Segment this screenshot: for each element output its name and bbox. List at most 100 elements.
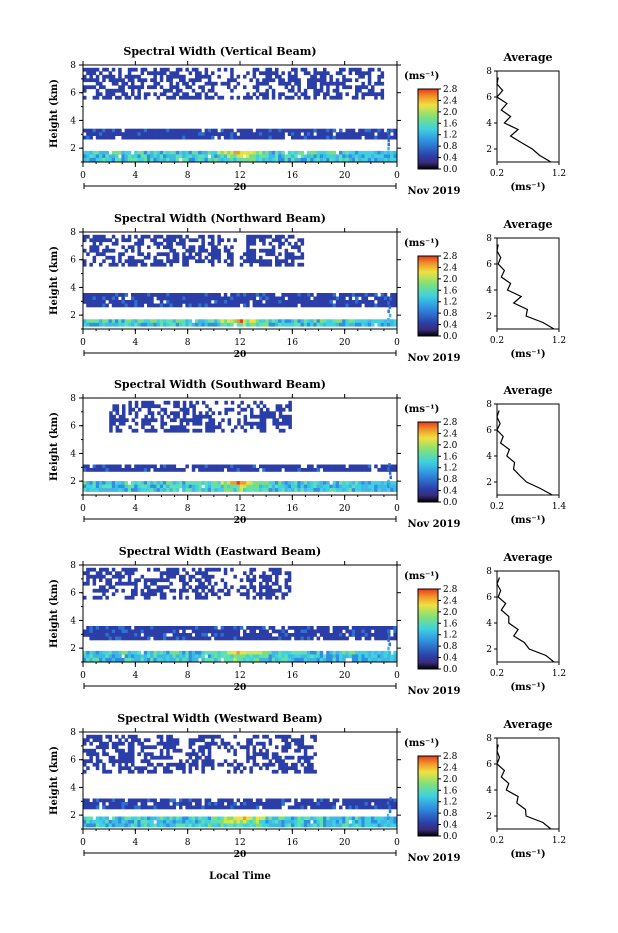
heatmap-cell xyxy=(192,738,196,742)
heatmap-cell xyxy=(281,485,285,489)
heatmap-cell xyxy=(349,136,353,140)
heatmap-cell xyxy=(240,745,244,749)
heatmap-cell xyxy=(208,485,212,489)
heatmap-cell xyxy=(243,745,247,749)
avg-title: Average xyxy=(502,551,552,564)
heatmap-cell xyxy=(326,630,330,634)
heatmap-cell xyxy=(230,263,234,267)
heatmap-cell xyxy=(128,485,132,489)
heatmap-cell xyxy=(125,151,129,155)
heatmap-cell xyxy=(301,304,305,308)
heatmap-cell xyxy=(166,802,170,806)
heatmap-cell xyxy=(381,154,385,158)
heatmap-cell xyxy=(320,136,324,140)
heatmap-cell xyxy=(307,759,311,763)
heatmap-cell xyxy=(105,637,109,641)
heatmap-cell xyxy=(83,89,87,93)
heatmap-cell xyxy=(301,637,305,641)
heatmap-cell xyxy=(131,319,135,323)
heatmap-cell xyxy=(384,633,388,637)
heatmap-cell xyxy=(377,802,381,806)
heatmap-cell xyxy=(227,319,231,323)
heatmap-cell xyxy=(249,485,253,489)
heatmap-cell xyxy=(157,824,161,828)
heatmap-cell xyxy=(285,154,289,158)
heatmap-cell xyxy=(317,300,321,304)
heatmap-cell xyxy=(288,571,292,575)
heatmap-cell xyxy=(128,654,132,658)
heatmap-cell xyxy=(144,415,148,419)
heatmap-cell xyxy=(166,96,170,100)
heatmap-cell xyxy=(137,752,141,756)
heatmap-cell xyxy=(368,92,372,96)
heatmap-cell xyxy=(128,820,132,824)
colorbar-tick-label: 0.0 xyxy=(443,665,458,675)
heatmap-cell xyxy=(118,820,122,824)
heatmap-cell xyxy=(355,85,359,89)
heatmap-cell xyxy=(128,596,132,600)
heatmap-cell xyxy=(313,304,317,308)
heatmap-cell xyxy=(301,742,305,746)
heatmap-cell xyxy=(144,626,148,630)
heatmap-cell xyxy=(301,252,305,256)
heatmap-cell xyxy=(288,415,292,419)
heatmap-cell xyxy=(227,129,231,133)
heatmap-cell xyxy=(237,820,241,824)
heatmap-cell xyxy=(358,654,362,658)
heatmap-cell xyxy=(265,465,269,469)
heatmap-cell xyxy=(246,759,250,763)
heatmap-cell xyxy=(224,485,228,489)
heatmap-cell xyxy=(198,488,202,492)
heatmap-cell xyxy=(349,304,353,308)
colorbar-tick-label: 0.8 xyxy=(443,142,458,152)
heatmap-cell xyxy=(185,759,189,763)
heatmap-cell xyxy=(381,75,385,79)
heatmap-cell xyxy=(240,319,244,323)
heatmap-cell xyxy=(301,154,305,158)
heatmap-cell xyxy=(198,75,202,79)
heatmap-cell xyxy=(205,763,209,767)
heatmap-cell xyxy=(105,742,109,746)
heatmap-cell xyxy=(384,817,388,821)
heatmap-cell xyxy=(224,249,228,253)
heatmap-cell xyxy=(281,242,285,246)
heatmap-cell xyxy=(253,824,257,828)
heatmap-cell xyxy=(339,468,343,472)
heatmap-cell xyxy=(294,82,298,86)
heatmap-cell xyxy=(163,770,167,774)
heatmap-cell xyxy=(201,766,205,770)
heatmap-cell xyxy=(102,770,106,774)
heatmap-cell xyxy=(144,401,148,405)
heatmap-cell xyxy=(361,297,365,301)
heatmap-cell xyxy=(265,575,269,579)
x-tick-label: 8 xyxy=(185,838,191,848)
heatmap-cell xyxy=(259,92,263,96)
heatmap-cell xyxy=(93,799,97,803)
heatmap-cell xyxy=(96,252,100,256)
heatmap-cell xyxy=(358,68,362,72)
heatmap-cell xyxy=(166,817,170,821)
heatmap-cell xyxy=(230,304,234,308)
heatmap-cell xyxy=(256,802,259,806)
heatmap-cell xyxy=(320,293,324,297)
heatmap-cell xyxy=(361,300,365,304)
heatmap-cell xyxy=(160,824,164,828)
heatmap-cell xyxy=(201,763,205,767)
heatmap-cell xyxy=(233,485,237,489)
heatmap-cell xyxy=(195,763,199,767)
heatmap-cell xyxy=(195,252,199,256)
heatmap-cell xyxy=(361,154,365,158)
heatmap-cell xyxy=(310,488,314,492)
heatmap-cell xyxy=(342,465,346,469)
heatmap-cell xyxy=(176,626,180,630)
heatmap-cell xyxy=(381,158,385,162)
heatmap-cell xyxy=(115,488,119,492)
heatmap-cell xyxy=(358,300,362,304)
heatmap-cell xyxy=(137,300,141,304)
heatmap-cell xyxy=(96,756,100,760)
heatmap-cell xyxy=(93,485,97,489)
heatmap-cell xyxy=(240,263,244,267)
heatmap-cell xyxy=(307,630,311,634)
avg-y-tick-label: 6 xyxy=(486,260,492,270)
heatmap-cell xyxy=(352,651,356,655)
